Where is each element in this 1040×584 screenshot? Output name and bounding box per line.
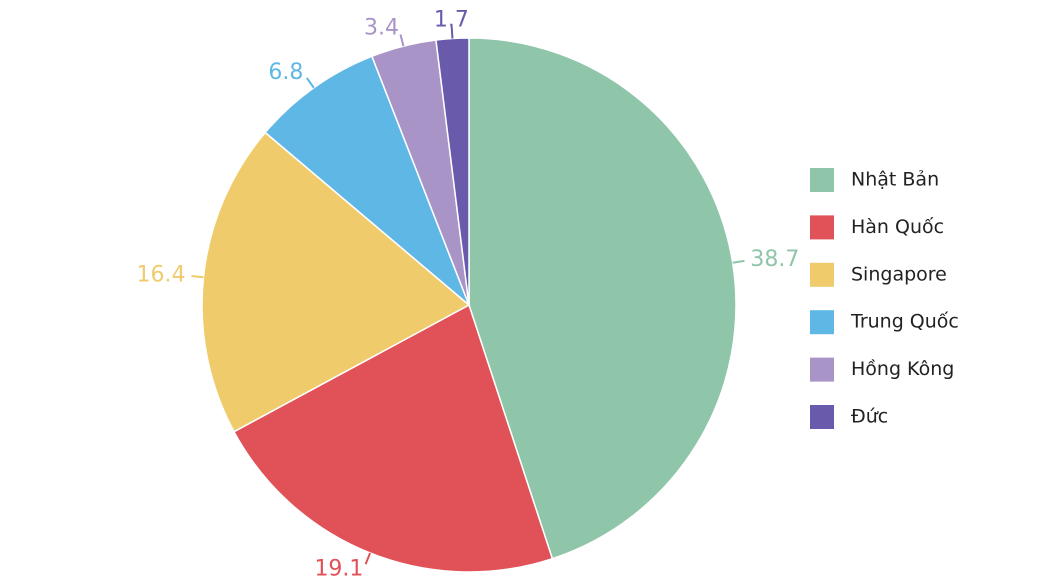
legend-label: Hồng Kông [851, 358, 954, 380]
legend-swatch [810, 168, 834, 192]
pie-slice [201, 131, 471, 433]
data-label: 6.8 [268, 60, 303, 85]
legend-swatch [810, 262, 834, 287]
legend-swatch [810, 215, 834, 240]
legend-label: Nhật Bản [851, 169, 939, 191]
legend-label: Đức [851, 406, 888, 428]
data-label: 16.4 [137, 262, 186, 287]
leader-line [399, 34, 405, 47]
data-label: 19.1 [314, 557, 363, 582]
legend-swatch [810, 405, 834, 429]
leader-line [306, 77, 315, 89]
legend-label: Singapore [851, 263, 947, 285]
data-label: 1.7 [434, 8, 469, 33]
data-label: 3.4 [364, 16, 399, 41]
pie-slice [264, 55, 470, 306]
leader-line [450, 26, 454, 39]
data-label: 38.7 [750, 247, 799, 272]
legend-label: Trung Quốc [850, 311, 959, 333]
leader-line [732, 259, 745, 264]
legend-label: Hàn Quốc [851, 216, 944, 238]
legend-swatch [810, 310, 834, 335]
legend-swatch [810, 357, 834, 382]
leader-line [191, 275, 204, 279]
leader-line [364, 552, 372, 565]
